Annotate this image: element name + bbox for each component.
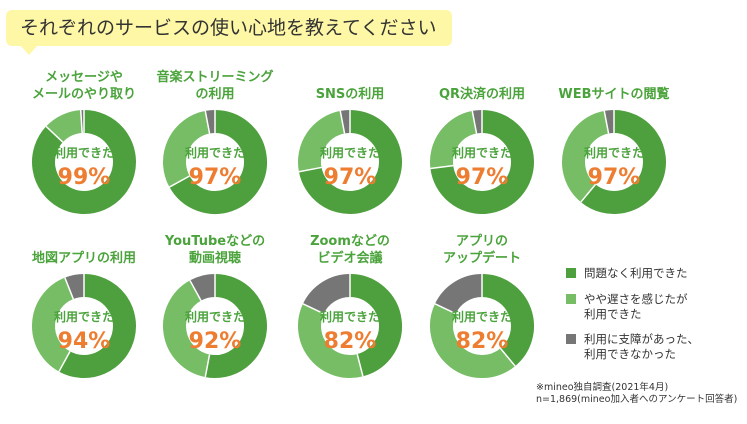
donut-chart: 利用できた 97% SNSの利用 bbox=[298, 86, 402, 214]
donut-chart: 利用できた 97% WEBサイトの閲覧 bbox=[558, 86, 670, 214]
donut-segment bbox=[580, 110, 666, 214]
segment-separator bbox=[79, 110, 83, 134]
chart-title: 音楽ストリーミング bbox=[156, 69, 273, 85]
chart-title: の利用 bbox=[195, 86, 234, 102]
percentage-label: 82% bbox=[456, 329, 509, 354]
segment-separator bbox=[204, 110, 211, 134]
legend-swatch-dark-green bbox=[566, 268, 576, 278]
center-label: 利用できた bbox=[54, 309, 114, 324]
center-label: 利用できた bbox=[452, 145, 512, 160]
center-label: 利用できた bbox=[452, 309, 512, 324]
chart-title: QR決済の利用 bbox=[439, 86, 525, 102]
page-title: それぞれのサービスの使い心地を教えてください bbox=[6, 10, 452, 46]
legend-swatch-light-green bbox=[566, 294, 576, 304]
segment-separator bbox=[204, 354, 211, 378]
chart-title: Zoomなどの bbox=[310, 234, 390, 249]
footnote: ※mineo独自調査(2021年4月) n=1,869(mineo加入者へのアン… bbox=[536, 382, 738, 405]
segment-separator bbox=[356, 353, 364, 377]
segment-separator bbox=[302, 303, 325, 315]
donut-segment bbox=[46, 110, 83, 143]
speech-bubble-tail bbox=[20, 45, 38, 55]
segment-separator bbox=[58, 351, 71, 372]
donut-segment bbox=[472, 110, 483, 134]
chart-title: メールのやり取り bbox=[32, 87, 136, 102]
donut-segment bbox=[205, 110, 216, 134]
donut-segment bbox=[562, 110, 610, 203]
center-label: 利用できた bbox=[320, 309, 380, 324]
donut-segment bbox=[340, 110, 351, 134]
donut-segment bbox=[205, 274, 267, 378]
percentage-label: 97% bbox=[456, 165, 509, 190]
donut-segment bbox=[430, 110, 478, 169]
chart-title: SNSの利用 bbox=[316, 86, 385, 102]
donut-segment bbox=[434, 274, 483, 315]
legend-label: 問題なく利用できた bbox=[584, 266, 688, 280]
donut-segment bbox=[58, 274, 136, 378]
segment-separator bbox=[603, 110, 610, 134]
percentage-label: 92% bbox=[189, 329, 242, 354]
donut-segment bbox=[298, 110, 402, 214]
chart-title: 地図アプリの利用 bbox=[32, 250, 136, 266]
donut-segment bbox=[169, 110, 267, 214]
legend-label: 利用に支障があった、 利用できなかった bbox=[584, 332, 699, 361]
segment-separator bbox=[434, 303, 457, 315]
donut-segment bbox=[189, 274, 216, 301]
donut-segment bbox=[430, 110, 534, 214]
chart-title: WEBサイトの閲覧 bbox=[558, 86, 669, 102]
chart-title: 動画視聴 bbox=[189, 250, 241, 266]
percentage-label: 82% bbox=[324, 329, 377, 354]
segment-separator bbox=[471, 110, 478, 134]
center-label: 利用できた bbox=[54, 145, 114, 160]
donut-segment bbox=[302, 274, 351, 315]
percentage-label: 94% bbox=[58, 329, 111, 354]
percentage-label: 99% bbox=[58, 165, 111, 190]
segment-separator bbox=[45, 125, 64, 143]
segment-separator bbox=[430, 164, 454, 170]
donut-segment bbox=[163, 110, 211, 188]
segment-separator bbox=[499, 347, 516, 367]
chart-title: アップデート bbox=[443, 250, 521, 266]
legend-label: やや遅さを感じたが 利用できた bbox=[584, 292, 688, 321]
donut-chart: 利用できた 97% QR決済の利用 bbox=[430, 86, 534, 214]
chart-title: YouTubeなどの bbox=[164, 234, 265, 249]
percentage-label: 97% bbox=[324, 165, 377, 190]
donut-segment bbox=[32, 110, 136, 214]
segment-separator bbox=[298, 166, 322, 173]
segment-separator bbox=[339, 110, 346, 134]
donut-segment bbox=[163, 280, 211, 378]
center-label: 利用できた bbox=[320, 145, 380, 160]
donut-segment bbox=[64, 274, 85, 300]
chart-title: メッセージや bbox=[45, 70, 123, 85]
donut-segment bbox=[349, 274, 402, 377]
center-label: 利用できた bbox=[584, 145, 644, 160]
chart-title: アプリの bbox=[456, 234, 508, 249]
percentage-label: 97% bbox=[189, 165, 242, 190]
legend-swatch-gray bbox=[566, 334, 576, 344]
donut-chart: 利用できた 94% 地図アプリの利用 bbox=[32, 250, 136, 378]
center-label: 利用できた bbox=[185, 145, 245, 160]
segment-separator bbox=[169, 175, 190, 188]
segment-separator bbox=[580, 183, 597, 203]
center-label: 利用できた bbox=[185, 309, 245, 324]
segment-separator bbox=[189, 280, 202, 301]
donut-segment bbox=[32, 277, 74, 372]
donut-segment bbox=[298, 303, 363, 378]
donut-segment bbox=[298, 110, 346, 172]
percentage-label: 97% bbox=[588, 165, 641, 190]
chart-title: ビデオ会議 bbox=[317, 250, 382, 266]
segment-separator bbox=[64, 277, 75, 300]
donut-segment bbox=[604, 110, 615, 134]
donut-segment bbox=[430, 303, 516, 378]
donut-segment bbox=[481, 274, 534, 367]
